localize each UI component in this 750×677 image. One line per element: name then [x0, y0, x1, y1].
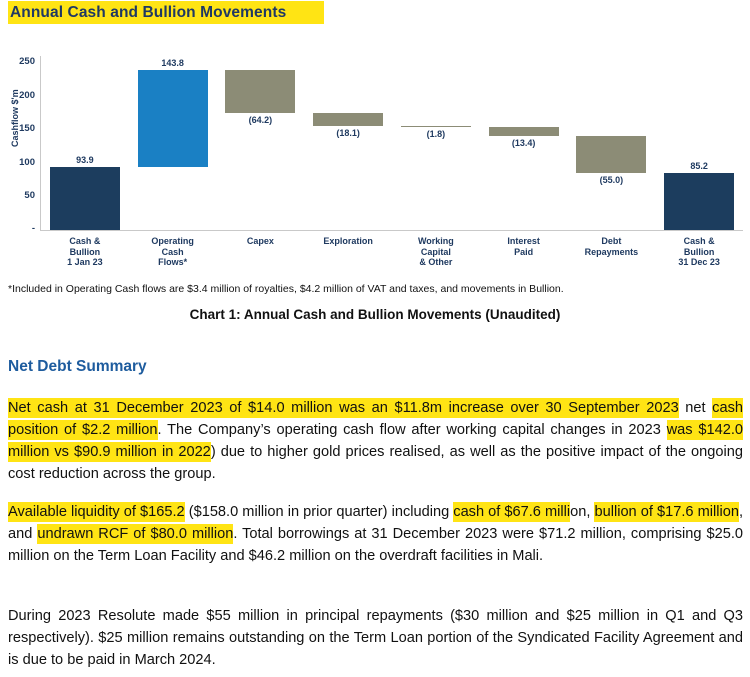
bar — [137, 70, 208, 167]
bar-value-label: 143.8 — [161, 58, 184, 69]
chart-footnote: *Included in Operating Cash flows are $3… — [8, 283, 564, 295]
bar — [664, 172, 735, 230]
text-run: During 2023 Resolute made $55 million in… — [8, 608, 743, 668]
x-axis-category-label: Operating Cash Flows* — [151, 236, 194, 267]
y-axis-tick: 50 — [24, 190, 35, 202]
bar-value-label: (13.4) — [511, 137, 536, 148]
chart-caption: Chart 1: Annual Cash and Bullion Movemen… — [189, 307, 561, 322]
x-axis-category-label: Cash & Bullion 1 Jan 23 — [67, 236, 103, 267]
text-run: ) due to higher gold prices realised, as… — [8, 444, 743, 482]
y-axis-tick: 100 — [19, 156, 35, 168]
bar-value-label: (1.8) — [426, 129, 446, 140]
bar-value-label: (55.0) — [599, 174, 624, 185]
bar — [49, 166, 120, 230]
paragraph: Available liquidity of $165.2 ($158.0 mi… — [8, 501, 743, 567]
x-axis-category-label: Interest Paid — [507, 236, 540, 257]
y-axis-tick-zero: - — [31, 223, 35, 234]
bar — [313, 113, 384, 126]
chart-plot-area: 50 100 150 200 250 - 93.9 Cash & Bullion 1 Jan 23… — [19, 56, 743, 267]
bar-value-label: 85.2 — [690, 160, 708, 171]
highlighted-text: Net cash at 31 December 2023 of $14.0 mi… — [8, 398, 679, 418]
text-run: net — [678, 400, 713, 416]
highlighted-text: Available liquidity of $165.2 — [8, 502, 185, 522]
text-run: on, — [570, 504, 595, 520]
y-axis-tick: 150 — [19, 123, 35, 135]
bar — [488, 126, 559, 136]
page-title: Annual Cash and Bullion Movements — [8, 1, 325, 24]
paragraph: Net cash at 31 December 2023 of $14.0 mi… — [8, 397, 743, 485]
x-axis-category-label: Cash & Bullion 31 Dec 23 — [678, 236, 720, 267]
text-run: . The Company’s operating cash flow afte… — [157, 422, 667, 438]
highlighted-text: bullion of $17.6 million — [594, 502, 739, 522]
highlighted-text: undrawn RCF of $80.0 million — [37, 524, 234, 544]
text-run: ($158.0 million in prior quarter) includ… — [184, 504, 454, 520]
x-axis-category-label: Exploration — [323, 236, 373, 246]
bar — [400, 125, 471, 128]
bar — [225, 70, 296, 114]
page-title-highlight: Annual Cash and Bullion Movements — [8, 1, 325, 24]
bar-value-label: (64.2) — [248, 115, 273, 126]
bar-value-label: (18.1) — [336, 127, 360, 138]
x-axis-category-label: Working Capital & Other — [417, 236, 454, 267]
waterfall-chart: Cashflow $'m 50 100 150 200 250-93.9 Cash & Bu… — [8, 56, 743, 276]
section-heading: Net Debt Summary — [8, 358, 147, 375]
text-run: . Total borrowings at 31 December 2023 w… — [8, 526, 743, 564]
highlighted-text: cash of $67.6 milli — [453, 502, 571, 522]
text-run: , and — [8, 504, 743, 542]
y-axis-tick: 200 — [19, 89, 35, 101]
paragraph: During 2023 Resolute made $55 million in… — [8, 605, 743, 671]
bar — [576, 135, 647, 173]
x-axis-category-label: Capex — [246, 236, 274, 246]
y-axis-tick: 250 — [19, 56, 35, 68]
x-axis-category-label: Debt Repayments — [584, 236, 639, 257]
bar-value-label: 93.9 — [76, 154, 94, 165]
